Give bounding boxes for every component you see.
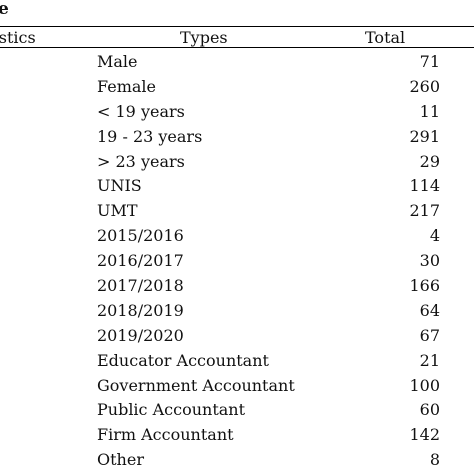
total-cell: 217 — [409, 201, 440, 221]
type-cell: Male — [97, 52, 138, 71]
table-top-rule — [0, 26, 474, 27]
table-row: 2015/2016 4 — [0, 224, 474, 249]
table-row: > 23 years 29 — [0, 150, 474, 175]
total-cell: 21 — [419, 350, 440, 370]
type-cell: 2017/2018 — [97, 276, 184, 296]
total-cell: 64 — [419, 300, 440, 320]
header-types: Types — [180, 28, 228, 47]
type-cell: Government Accountant — [97, 375, 295, 395]
table-row: 19 - 23 years 291 — [0, 125, 474, 150]
type-cell: > 23 years — [97, 151, 185, 171]
total-cell: 142 — [409, 425, 440, 445]
table-row: Public Accountant 60 — [0, 398, 474, 423]
type-cell: Other — [97, 450, 144, 470]
total-cell: 100 — [409, 375, 440, 395]
type-cell: 2018/2019 — [97, 300, 184, 320]
table-row: UMT 217 — [0, 199, 474, 224]
type-cell: 2015/2016 — [97, 226, 184, 246]
table-row: Female 260 — [0, 75, 474, 100]
total-cell: 114 — [409, 176, 440, 196]
type-cell: Public Accountant — [97, 400, 246, 420]
table-row: Other 8 — [0, 448, 474, 473]
type-cell: 2016/2017 — [97, 251, 184, 271]
type-cell: Educator Accountant — [97, 350, 269, 370]
table-row: Government Accountant 100 — [0, 374, 474, 399]
table-row: 2018/2019 64 — [0, 299, 474, 324]
type-cell: < 19 years — [97, 101, 185, 121]
type-cell: UNIS — [97, 176, 142, 196]
table-row: Firm Accountant 142 — [0, 423, 474, 448]
header-characteristics: ristics — [0, 28, 36, 47]
total-cell: 67 — [419, 325, 440, 345]
type-cell: Firm Accountant — [97, 425, 234, 445]
total-cell: 30 — [419, 251, 440, 271]
table-row: 2016/2017 30 — [0, 249, 474, 274]
table-row: 2019/2020 67 — [0, 324, 474, 349]
type-cell: Female — [97, 76, 156, 96]
total-cell: 260 — [409, 76, 440, 96]
type-cell: 2019/2020 — [97, 325, 184, 345]
table-row: Male 71 — [0, 50, 474, 75]
header-total: Total — [365, 28, 406, 47]
total-cell: 291 — [409, 126, 440, 146]
table-row: UNIS 114 — [0, 174, 474, 199]
table-body: Male 71 Female 260 < 19 years 11 19 - 23 years… — [0, 50, 474, 473]
total-cell: 4 — [429, 226, 440, 246]
total-cell: 11 — [419, 101, 440, 121]
total-cell: 71 — [419, 52, 440, 71]
total-cell: 60 — [419, 400, 440, 420]
total-cell: 29 — [419, 151, 440, 171]
table-header-rule — [0, 47, 474, 48]
table-caption: e — [0, 0, 9, 19]
total-cell: 166 — [409, 276, 440, 296]
table-row: < 19 years 11 — [0, 100, 474, 125]
total-cell: 8 — [429, 450, 440, 470]
type-cell: 19 - 23 years — [97, 126, 203, 146]
table-row: 2017/2018 166 — [0, 274, 474, 299]
type-cell: UMT — [97, 201, 138, 221]
